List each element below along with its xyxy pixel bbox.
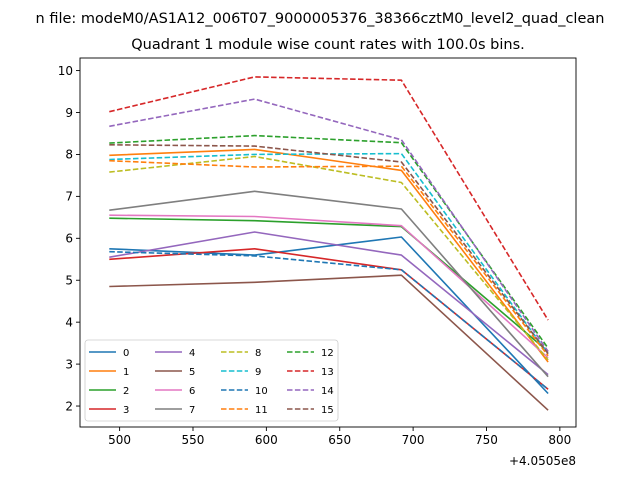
y-tick-label: 2	[65, 399, 73, 413]
series-line-13	[109, 76, 549, 321]
legend-label-2: 2	[123, 386, 129, 397]
legend-label-9: 9	[255, 367, 261, 378]
x-tick-label: 500	[108, 433, 131, 447]
x-tick-label: 750	[475, 433, 498, 447]
legend-label-12: 12	[321, 348, 334, 359]
chart-title: Quadrant 1 module wise count rates with …	[131, 37, 525, 53]
x-tick-label: 800	[548, 433, 571, 447]
y-tick-label: 5	[65, 274, 73, 288]
series-line-5	[109, 274, 549, 411]
legend-label-5: 5	[189, 367, 195, 378]
series-line-10	[109, 250, 549, 390]
legend-label-14: 14	[321, 386, 334, 397]
series-line-7	[109, 190, 549, 378]
series-line-2	[109, 217, 549, 353]
legend-label-1: 1	[123, 367, 129, 378]
x-tick-label: 550	[182, 433, 205, 447]
legend-label-13: 13	[321, 367, 334, 378]
series-line-14	[109, 98, 549, 352]
series-line-15	[109, 144, 549, 355]
y-tick-label: 8	[65, 148, 73, 162]
series-line-12	[109, 134, 549, 349]
y-tick-label: 3	[65, 357, 73, 371]
x-tick-label: 600	[255, 433, 278, 447]
y-tick-label: 10	[58, 64, 73, 78]
series-line-1	[109, 148, 549, 363]
legend-label-10: 10	[255, 386, 268, 397]
legend-label-15: 15	[321, 405, 334, 416]
x-tick-label: 650	[328, 433, 351, 447]
legend-box	[84, 339, 339, 422]
series-line-4	[109, 231, 549, 376]
y-tick-label: 6	[65, 232, 73, 246]
legend-label-0: 0	[123, 348, 129, 359]
legend-label-6: 6	[189, 386, 195, 397]
y-tick-label: 4	[65, 315, 73, 329]
legend-label-3: 3	[123, 405, 129, 416]
series-line-11	[109, 159, 549, 357]
legend-label-8: 8	[255, 348, 261, 359]
x-tick-label: 700	[402, 433, 425, 447]
plot-lines	[109, 76, 549, 411]
series-line-9	[109, 152, 549, 355]
series-line-8	[109, 155, 549, 361]
y-tick-label: 9	[65, 106, 73, 120]
legend-label-11: 11	[255, 405, 268, 416]
legend-label-4: 4	[189, 348, 195, 359]
legend-label-7: 7	[189, 405, 195, 416]
figure-suptitle: n file: modeM0/AS1A12_006T07_9000005376_…	[36, 11, 605, 27]
x-axis-offset-label: +4.0505e8	[509, 454, 576, 468]
axes-frame	[79, 57, 577, 428]
y-tick-label: 7	[65, 190, 73, 204]
